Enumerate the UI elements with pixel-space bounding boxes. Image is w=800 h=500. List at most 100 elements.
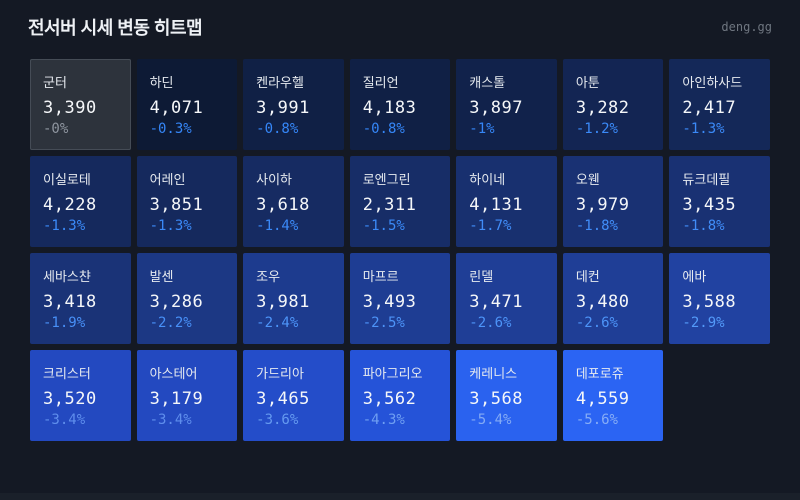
heatmap-cell[interactable]: 세바스챤 3,418 -1.9% — [30, 253, 131, 344]
footer-strip — [0, 493, 800, 500]
server-name: 파아그리오 — [362, 366, 423, 381]
price-value: 3,562 — [362, 389, 417, 409]
heatmap-cell[interactable]: 듀크데필 3,435 -1.8% — [669, 156, 770, 247]
change-percent: -3.6% — [256, 412, 299, 428]
change-percent: -1.8% — [575, 218, 618, 234]
change-percent: -0.8% — [362, 121, 405, 137]
page-title: 전서버 시세 변동 히트맵 — [28, 18, 203, 38]
change-percent: -0.3% — [149, 121, 192, 137]
heatmap-cell[interactable]: 아인하사드 2,417 -1.3% — [669, 59, 770, 150]
heatmap-cell[interactable]: 질리언 4,183 -0.8% — [349, 59, 451, 150]
change-percent: -0.8% — [256, 121, 299, 137]
server-name: 아스테어 — [149, 366, 198, 381]
price-value: 4,559 — [575, 389, 630, 409]
server-name: 이실로테 — [43, 172, 91, 187]
server-name: 로엔그린 — [362, 172, 411, 187]
change-percent: -1.7% — [469, 218, 512, 234]
heatmap-cell[interactable]: 에바 3,588 -2.9% — [669, 253, 770, 344]
price-value: 2,311 — [362, 195, 417, 215]
heatmap-cell[interactable]: 데컨 3,480 -2.6% — [562, 253, 664, 344]
server-name: 사이하 — [256, 172, 293, 187]
price-value: 4,228 — [43, 195, 97, 215]
change-percent: -5.6% — [575, 412, 618, 428]
brand-watermark: deng.gg — [721, 20, 772, 34]
heatmap-cell[interactable]: 이실로테 4,228 -1.3% — [30, 156, 131, 247]
server-name: 조우 — [256, 269, 281, 284]
price-value: 3,568 — [469, 389, 523, 409]
server-name: 발센 — [149, 269, 174, 284]
server-name: 켄라우헬 — [256, 75, 304, 90]
heatmap-cell[interactable]: 마프르 3,493 -2.5% — [349, 253, 451, 344]
price-value: 3,179 — [149, 389, 204, 409]
heatmap-cell[interactable]: 어레인 3,851 -1.3% — [136, 156, 238, 247]
change-percent: -4.3% — [362, 412, 405, 428]
change-percent: -2.9% — [682, 315, 725, 331]
price-value: 4,131 — [469, 195, 523, 215]
server-name: 케레니스 — [469, 366, 518, 381]
change-percent: -2.4% — [256, 315, 299, 331]
price-value: 2,417 — [682, 98, 737, 118]
heatmap-cell[interactable]: 린델 3,471 -2.6% — [456, 253, 557, 344]
server-name: 크리스터 — [43, 366, 91, 381]
price-value: 3,493 — [362, 292, 417, 312]
change-percent: -2.2% — [149, 315, 192, 331]
change-percent: -3.4% — [149, 412, 192, 428]
change-percent: -1.4% — [256, 218, 299, 234]
server-name: 하이네 — [469, 172, 506, 187]
change-percent: -2.6% — [469, 315, 512, 331]
heatmap-cell[interactable]: 아스테어 3,179 -3.4% — [136, 350, 238, 441]
change-percent: -1.9% — [43, 315, 86, 331]
heatmap-cell[interactable]: 군터 3,390 -0% — [30, 59, 131, 150]
server-name: 듀크데필 — [682, 172, 731, 187]
heatmap-cell[interactable]: 데포로쥬 4,559 -5.6% — [562, 350, 664, 441]
heatmap-cell[interactable]: 파아그리오 3,562 -4.3% — [349, 350, 451, 441]
server-name: 에바 — [682, 269, 707, 284]
heatmap-cell[interactable]: 가드리아 3,465 -3.6% — [243, 350, 344, 441]
heatmap-cell[interactable]: 발센 3,286 -2.2% — [136, 253, 238, 344]
change-percent: -1.3% — [682, 121, 725, 137]
change-percent: -2.5% — [362, 315, 405, 331]
change-percent: -1.2% — [575, 121, 618, 137]
server-name: 세바스챤 — [43, 269, 91, 284]
server-name: 어레인 — [149, 172, 186, 187]
price-value: 3,618 — [256, 195, 310, 215]
heatmap-cell[interactable]: 오웬 3,979 -1.8% — [562, 156, 664, 247]
heatmap-cell[interactable]: 켄라우헬 3,991 -0.8% — [243, 59, 344, 150]
heatmap-cell[interactable]: 로엔그린 2,311 -1.5% — [349, 156, 451, 247]
change-percent: -1.3% — [43, 218, 86, 234]
change-percent: -2.6% — [575, 315, 618, 331]
heatmap-cell[interactable]: 사이하 3,618 -1.4% — [243, 156, 344, 247]
header: 전서버 시세 변동 히트맵 deng.gg — [28, 14, 772, 40]
change-percent: -1.5% — [362, 218, 405, 234]
price-value: 3,981 — [256, 292, 310, 312]
server-name: 데컨 — [575, 269, 600, 284]
heatmap-cell[interactable]: 하이네 4,131 -1.7% — [456, 156, 557, 247]
price-value: 3,465 — [256, 389, 310, 409]
change-percent: -3.4% — [43, 412, 86, 428]
server-name: 아인하사드 — [682, 75, 743, 90]
heatmap-cell[interactable]: 크리스터 3,520 -3.4% — [30, 350, 131, 441]
price-value: 3,286 — [149, 292, 204, 312]
change-percent: -1% — [469, 121, 495, 137]
price-value: 4,071 — [149, 98, 204, 118]
change-percent: -1.8% — [682, 218, 725, 234]
server-name: 가드리아 — [256, 366, 304, 381]
heatmap-cell[interactable]: 캐스톨 3,897 -1% — [456, 59, 557, 150]
server-name: 질리언 — [362, 75, 399, 90]
server-name: 아툰 — [575, 75, 600, 90]
server-name: 마프르 — [362, 269, 399, 284]
heatmap-cell[interactable]: 하딘 4,071 -0.3% — [136, 59, 238, 150]
price-value: 3,390 — [43, 98, 97, 118]
server-name: 데포로쥬 — [575, 366, 624, 381]
change-percent: -5.4% — [469, 412, 512, 428]
server-name: 군터 — [43, 75, 67, 90]
price-value: 4,183 — [362, 98, 417, 118]
heatmap-grid: 군터 3,390 -0% 하딘 4,071 -0.3% 켄라우헬 3,991 -0.8% 질리언 4… — [30, 59, 770, 441]
price-value: 3,435 — [682, 195, 737, 215]
heatmap-cell[interactable]: 케레니스 3,568 -5.4% — [456, 350, 557, 441]
heatmap-cell[interactable]: 아툰 3,282 -1.2% — [562, 59, 664, 150]
price-value: 3,471 — [469, 292, 523, 312]
price-value: 3,520 — [43, 389, 97, 409]
price-value: 3,480 — [575, 292, 630, 312]
heatmap-cell[interactable]: 조우 3,981 -2.4% — [243, 253, 344, 344]
